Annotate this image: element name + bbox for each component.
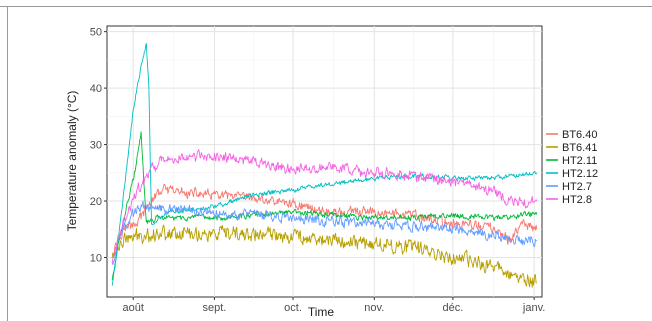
y-tick-label: 10 xyxy=(90,252,102,264)
legend-label: HT2.12 xyxy=(562,168,598,180)
y-tick-label: 20 xyxy=(90,196,102,208)
x-tick-label: oct. xyxy=(284,302,302,314)
series-line-ht2-11 xyxy=(111,131,538,281)
x-axis-title: Time xyxy=(308,305,335,319)
series-lines xyxy=(111,42,538,288)
series-line-bt6-41 xyxy=(111,224,537,288)
legend-label: BT6.41 xyxy=(562,142,597,154)
x-tick-label: sept. xyxy=(203,302,227,314)
x-tick-label: déc. xyxy=(443,302,464,314)
y-tick-label: 50 xyxy=(90,27,102,39)
axes: 10 20 30 40 50 août sept. oct. nov. déc. janv. xyxy=(90,27,546,314)
top-divider xyxy=(0,6,652,7)
y-tick-label: 40 xyxy=(90,83,102,95)
x-tick-label: août xyxy=(122,302,143,314)
legend-label: HT2.11 xyxy=(562,155,597,167)
x-tick-label: janv. xyxy=(522,302,545,314)
legend-label: BT6.40 xyxy=(562,129,597,141)
y-tick-label: 30 xyxy=(90,140,102,152)
series-line-ht2-7 xyxy=(111,200,537,265)
x-tick-label: nov. xyxy=(364,302,384,314)
plot-panel xyxy=(106,25,543,298)
series-line-ht2-8 xyxy=(111,149,538,263)
legend-label: HT2.8 xyxy=(562,194,592,206)
series-line-ht2-12 xyxy=(111,42,538,286)
legend-label: HT2.7 xyxy=(562,181,592,193)
left-divider xyxy=(7,6,8,321)
y-axis-title: Temperature anomaly (°C) xyxy=(65,91,79,232)
